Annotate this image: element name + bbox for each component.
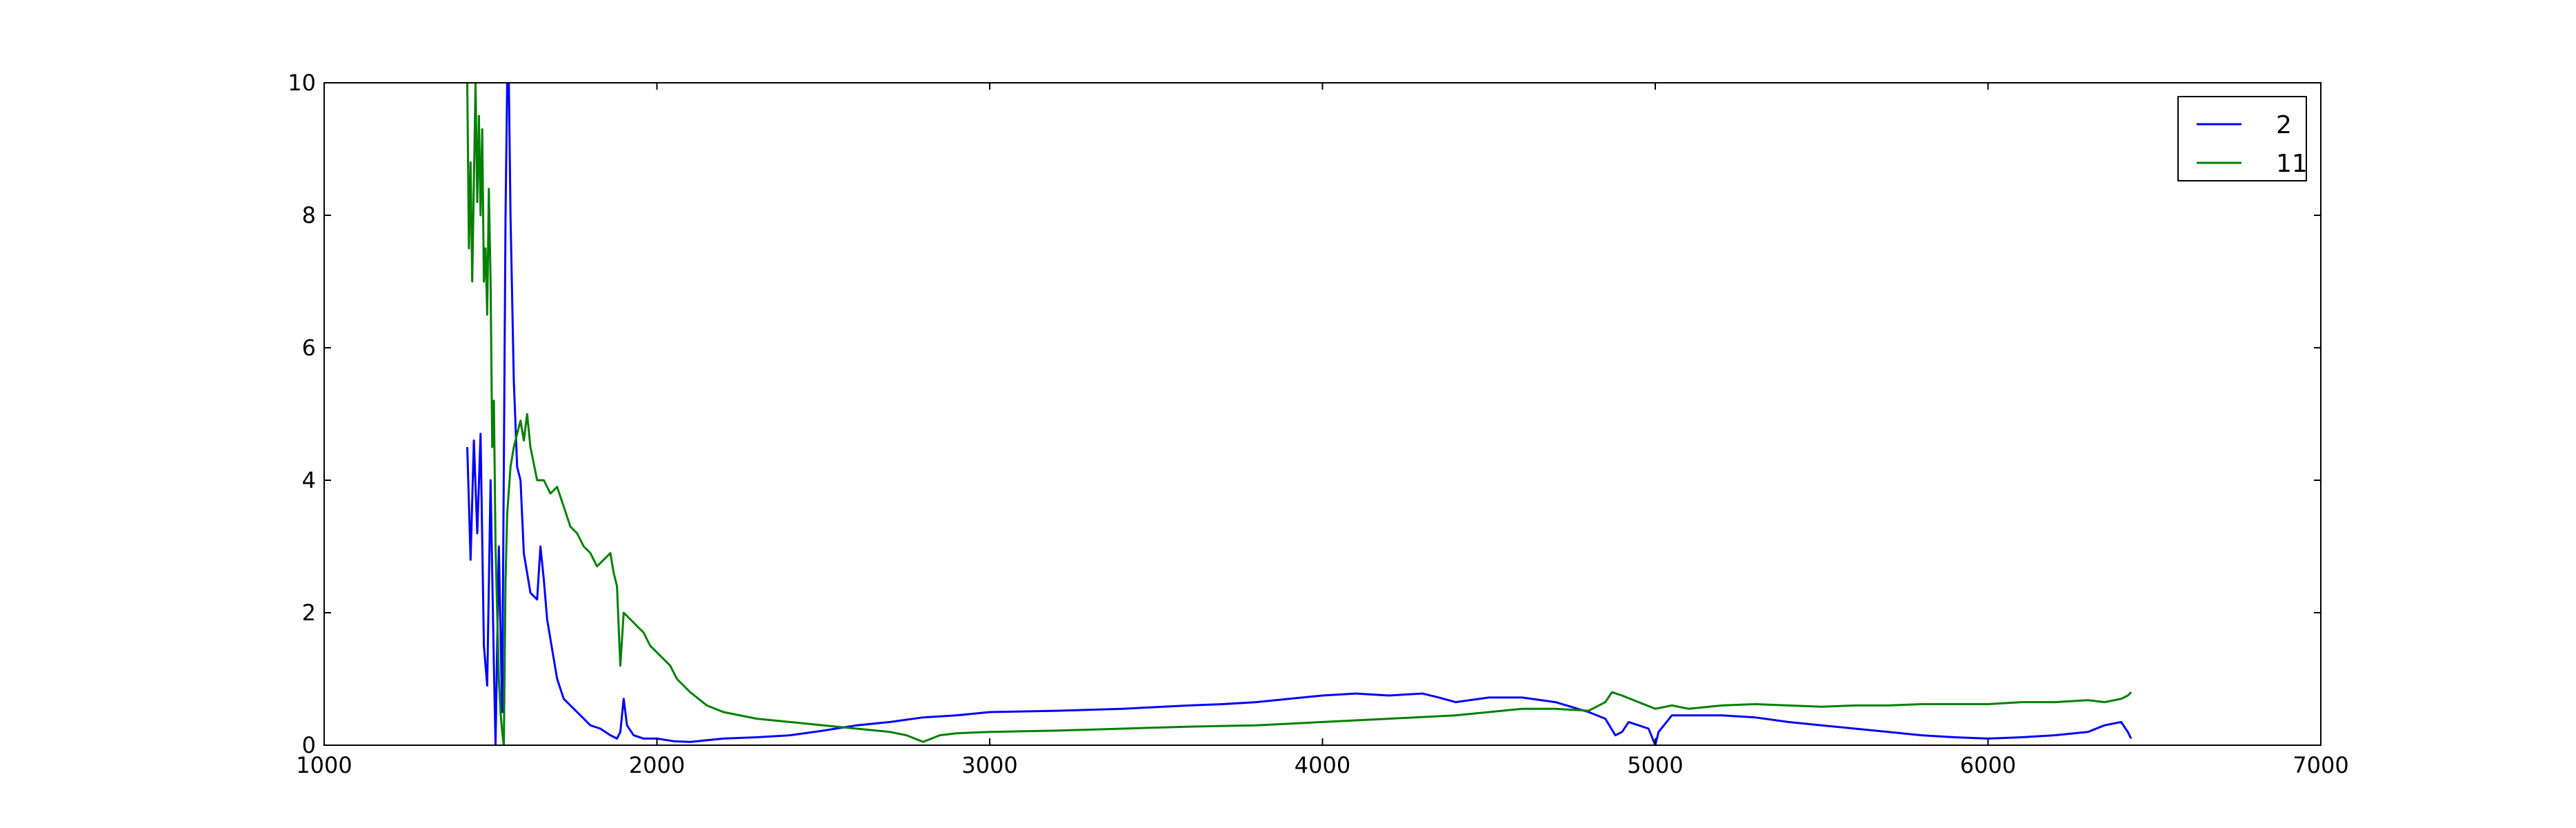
- y-tick-label: 6: [302, 335, 316, 361]
- x-tick-label: 7000: [2293, 752, 2348, 778]
- plot-area: 1000 2000 3000 4000 5000 6000 7000 0 2 4 6 8 10: [288, 70, 2348, 778]
- legend-label-11: 11: [2276, 150, 2308, 178]
- y-tick-label: 8: [302, 202, 316, 228]
- x-tick-label: 5000: [1627, 752, 1683, 778]
- y-tick-label: 2: [302, 600, 316, 626]
- x-tick-label: 1000: [296, 752, 352, 778]
- y-tick-label: 4: [302, 467, 316, 493]
- x-tick-label: 4000: [1295, 752, 1350, 778]
- x-tick-label: 2000: [629, 752, 685, 778]
- series-line-11: [466, 83, 2133, 745]
- legend-label-2: 2: [2276, 111, 2292, 139]
- x-tick-label: 6000: [1960, 752, 2016, 778]
- y-tick-label: 0: [302, 732, 316, 758]
- y-tick-label: 10: [288, 70, 316, 96]
- x-tick-label: 3000: [961, 752, 1017, 778]
- legend: 211: [2177, 96, 2308, 181]
- legend-box: [2177, 96, 2307, 181]
